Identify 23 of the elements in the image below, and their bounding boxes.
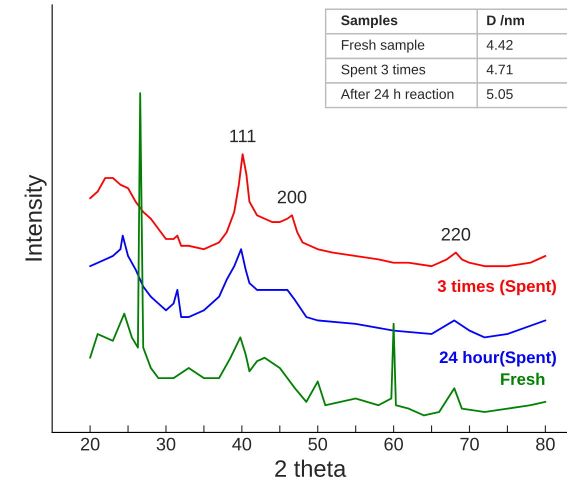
- text: 4.71: [486, 64, 513, 74]
- text: Spent 3 times: [341, 64, 426, 78]
- x-axis-title: 2 theta: [275, 460, 346, 477]
- x-tick-label: 30: [156, 438, 176, 451]
- text: Samples: [341, 15, 398, 28]
- text: 4.42: [486, 40, 513, 50]
- annotation: After 24 h reaction: [340, 88, 454, 99]
- y-axis-title: Intensity: [24, 174, 47, 260]
- annotation: 200: [278, 190, 306, 204]
- annotation: 220: [442, 228, 470, 241]
- text: D /nm: [487, 15, 524, 26]
- x-tick-label: 80: [536, 438, 555, 451]
- series-label: 3 times (Spent): [438, 280, 556, 296]
- text: Fresh sample: [342, 40, 424, 53]
- series-label: 24 hour(Spent): [440, 350, 556, 367]
- x-tick-label: 50: [308, 438, 328, 451]
- x-tick-label: 40: [232, 438, 252, 451]
- series-label: Fresh: [501, 372, 544, 385]
- x-tick-label: 60: [384, 438, 403, 451]
- annotation: 111: [230, 130, 256, 142]
- annotation: 5.05: [486, 89, 513, 99]
- x-tick-label: 20: [80, 438, 100, 451]
- x-tick-label: 70: [460, 438, 479, 451]
